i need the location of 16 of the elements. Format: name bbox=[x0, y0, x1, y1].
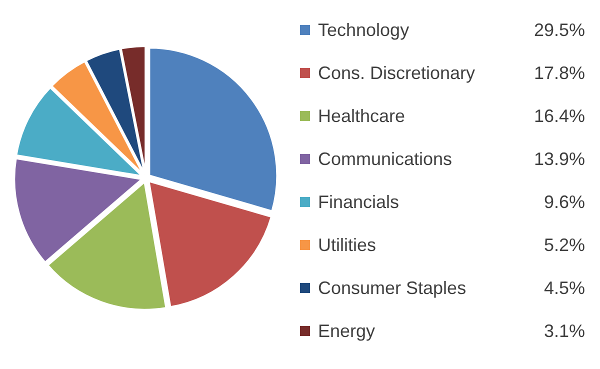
legend-label: Communications bbox=[318, 149, 452, 169]
data-label: 5.2% bbox=[544, 235, 585, 255]
legend-label: Energy bbox=[318, 321, 376, 341]
data-label: 17.8% bbox=[534, 63, 585, 83]
data-label: 13.9% bbox=[534, 149, 585, 169]
data-label: 3.1% bbox=[544, 321, 585, 341]
data-label: 4.5% bbox=[544, 278, 585, 298]
legend-label: Utilities bbox=[318, 235, 376, 255]
legend-label: Technology bbox=[318, 20, 410, 40]
legend-label: Consumer Staples bbox=[318, 278, 466, 298]
legend-label: Financials bbox=[318, 192, 400, 212]
data-label: 29.5% bbox=[534, 20, 585, 40]
legend-label: Cons. Discretionary bbox=[318, 63, 476, 83]
legend-label: Healthcare bbox=[318, 106, 406, 126]
data-label: 9.6% bbox=[544, 192, 585, 212]
data-label: 16.4% bbox=[534, 106, 585, 126]
